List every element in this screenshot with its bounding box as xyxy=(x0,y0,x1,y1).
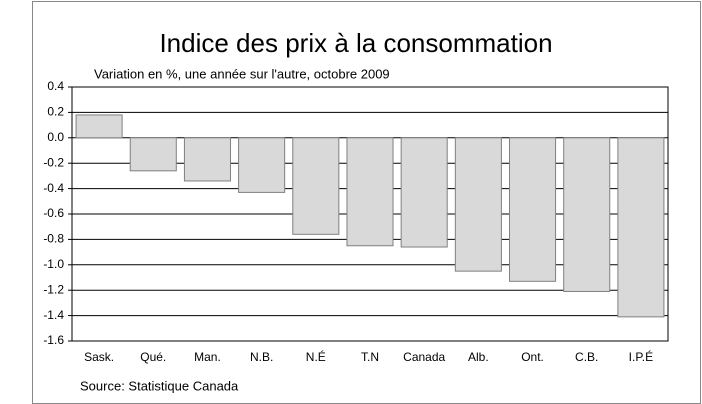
bar xyxy=(238,137,286,193)
x-tick-label: Man. xyxy=(194,350,221,364)
y-tick-label: -1.6 xyxy=(43,333,64,347)
x-tick-label: N.B. xyxy=(250,350,273,364)
x-tick-label: I.P.É xyxy=(629,349,653,364)
y-tick-label: -0.8 xyxy=(43,232,64,246)
x-tick-label: T.N xyxy=(361,350,379,364)
bar xyxy=(129,137,177,172)
x-tick-label: Sask. xyxy=(84,350,114,364)
y-tick-label: -1.0 xyxy=(43,257,64,271)
chart-subtitle: Variation en %, une année sur l'autre, o… xyxy=(94,66,390,81)
bar xyxy=(617,137,665,318)
bar xyxy=(346,137,394,247)
x-tick-label: Qué. xyxy=(140,350,166,364)
x-tick-label: Alb. xyxy=(468,350,489,364)
plot-border xyxy=(71,86,669,342)
bar xyxy=(509,137,557,282)
y-tick-label: -0.2 xyxy=(43,155,64,169)
x-tick-label: Ont. xyxy=(521,350,544,364)
bar xyxy=(183,137,231,182)
bar xyxy=(454,137,502,272)
bar xyxy=(400,137,448,248)
y-tick-label: -0.4 xyxy=(43,181,64,195)
bar xyxy=(75,114,123,139)
y-tick-label: -1.4 xyxy=(43,308,64,322)
bar xyxy=(563,137,611,292)
y-tick-label: -0.6 xyxy=(43,206,64,220)
chart-title: Indice des prix à la consommation xyxy=(159,28,552,58)
bar xyxy=(292,137,340,235)
y-tick-label: 0.4 xyxy=(47,79,64,93)
y-tick-label: 0.2 xyxy=(47,105,64,119)
x-tick-label: N.É xyxy=(306,349,326,364)
source-note: Source: Statistique Canada xyxy=(80,378,239,393)
y-tick-label: 0.0 xyxy=(47,130,64,144)
x-tick-label: C.B. xyxy=(575,350,598,364)
y-tick-label: -1.2 xyxy=(43,282,64,296)
x-tick-label: Canada xyxy=(403,350,445,364)
